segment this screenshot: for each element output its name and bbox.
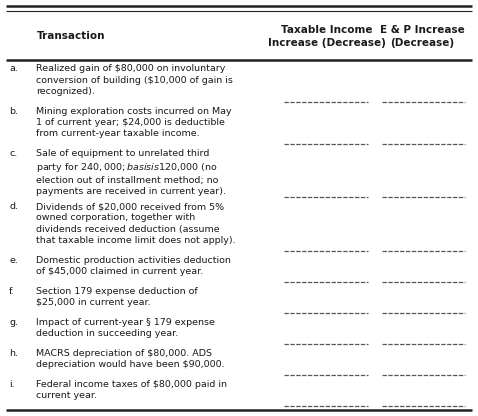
Text: Federal income taxes of $80,000 paid in
current year.: Federal income taxes of $80,000 paid in … xyxy=(36,380,228,400)
Text: a.: a. xyxy=(9,64,18,74)
Text: i.: i. xyxy=(9,380,15,389)
Text: h.: h. xyxy=(9,349,18,358)
Text: Taxable Income
Increase (Decrease): Taxable Income Increase (Decrease) xyxy=(268,25,386,47)
Text: Impact of current-year § 179 expense
deduction in succeeding year.: Impact of current-year § 179 expense ded… xyxy=(36,318,215,338)
Text: c.: c. xyxy=(9,149,18,158)
Text: Mining exploration costs incurred on May
1 of current year; $24,000 is deductibl: Mining exploration costs incurred on May… xyxy=(36,106,232,138)
Text: f.: f. xyxy=(9,287,15,296)
Text: Domestic production activities deduction
of $45,000 claimed in current year.: Domestic production activities deduction… xyxy=(36,256,231,276)
Text: Sale of equipment to unrelated third
party for $240,000; basis is $120,000 (no
e: Sale of equipment to unrelated third par… xyxy=(36,149,227,196)
Text: Section 179 expense deduction of
$25,000 in current year.: Section 179 expense deduction of $25,000… xyxy=(36,287,198,307)
Text: Transaction: Transaction xyxy=(36,31,105,41)
Text: E & P Increase
(Decrease): E & P Increase (Decrease) xyxy=(380,25,465,47)
Text: e.: e. xyxy=(9,256,18,265)
Text: Realized gain of $80,000 on involuntary
conversion of building ($10,000 of gain : Realized gain of $80,000 on involuntary … xyxy=(36,64,233,96)
Text: g.: g. xyxy=(9,318,18,327)
Text: b.: b. xyxy=(9,106,18,116)
Text: d.: d. xyxy=(9,202,18,211)
Text: Dividends of $20,000 received from 5%
owned corporation, together with
dividends: Dividends of $20,000 received from 5% ow… xyxy=(36,202,236,245)
Text: MACRS depreciation of $80,000. ADS
depreciation would have been $90,000.: MACRS depreciation of $80,000. ADS depre… xyxy=(36,349,225,369)
